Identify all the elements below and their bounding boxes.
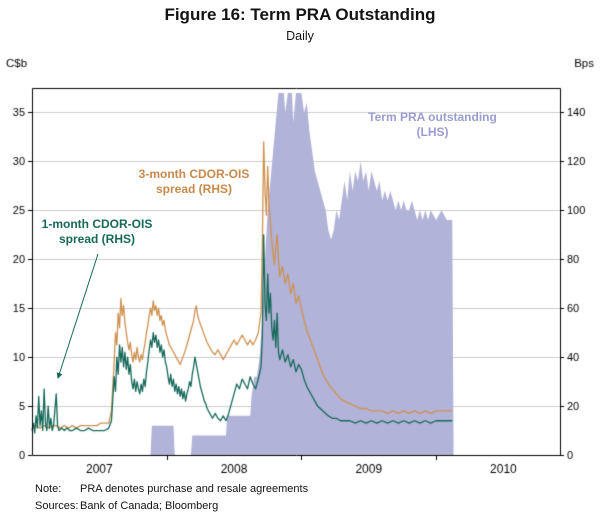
- note-text: PRA denotes purchase and resale agreemen…: [80, 483, 309, 495]
- annotation-term-pra-line1: Term PRA outstanding: [368, 110, 497, 124]
- annotation-arrow: [56, 253, 99, 379]
- annotation-term-pra-outstanding: Term PRA outstanding (LHS): [340, 110, 525, 140]
- annotation-3-month-cdor-ois: 3-month CDOR-OIS spread (RHS): [115, 167, 273, 197]
- annotation-3-month-line2: spread (RHS): [155, 182, 232, 196]
- annotation-1-month-cdor-ois: 1-month CDOR-OIS spread (RHS): [27, 217, 167, 247]
- figure-title: Figure 16: Term PRA Outstanding: [164, 5, 436, 24]
- annotation-1-month-line2: spread (RHS): [58, 232, 135, 246]
- note-label: Note:: [35, 483, 62, 495]
- sources-label: Sources:: [35, 500, 79, 512]
- term-pra-chart-canvas: [0, 46, 600, 482]
- note-row: Note: PRA denotes purchase and resale agr…: [35, 481, 308, 498]
- sources-row: Sources: Bank of Canada; Bloomberg: [35, 498, 308, 515]
- annotation-1-month-line1: 1-month CDOR-OIS: [41, 217, 153, 231]
- annotation-term-pra-line2: (LHS): [416, 125, 449, 139]
- annotation-3-month-line1: 3-month CDOR-OIS: [138, 167, 250, 181]
- figure-subtitle: Daily: [286, 29, 314, 43]
- sources-text: Bank of Canada; Bloomberg: [80, 500, 219, 512]
- figure-footnotes: Note: PRA denotes purchase and resale agr…: [35, 481, 308, 515]
